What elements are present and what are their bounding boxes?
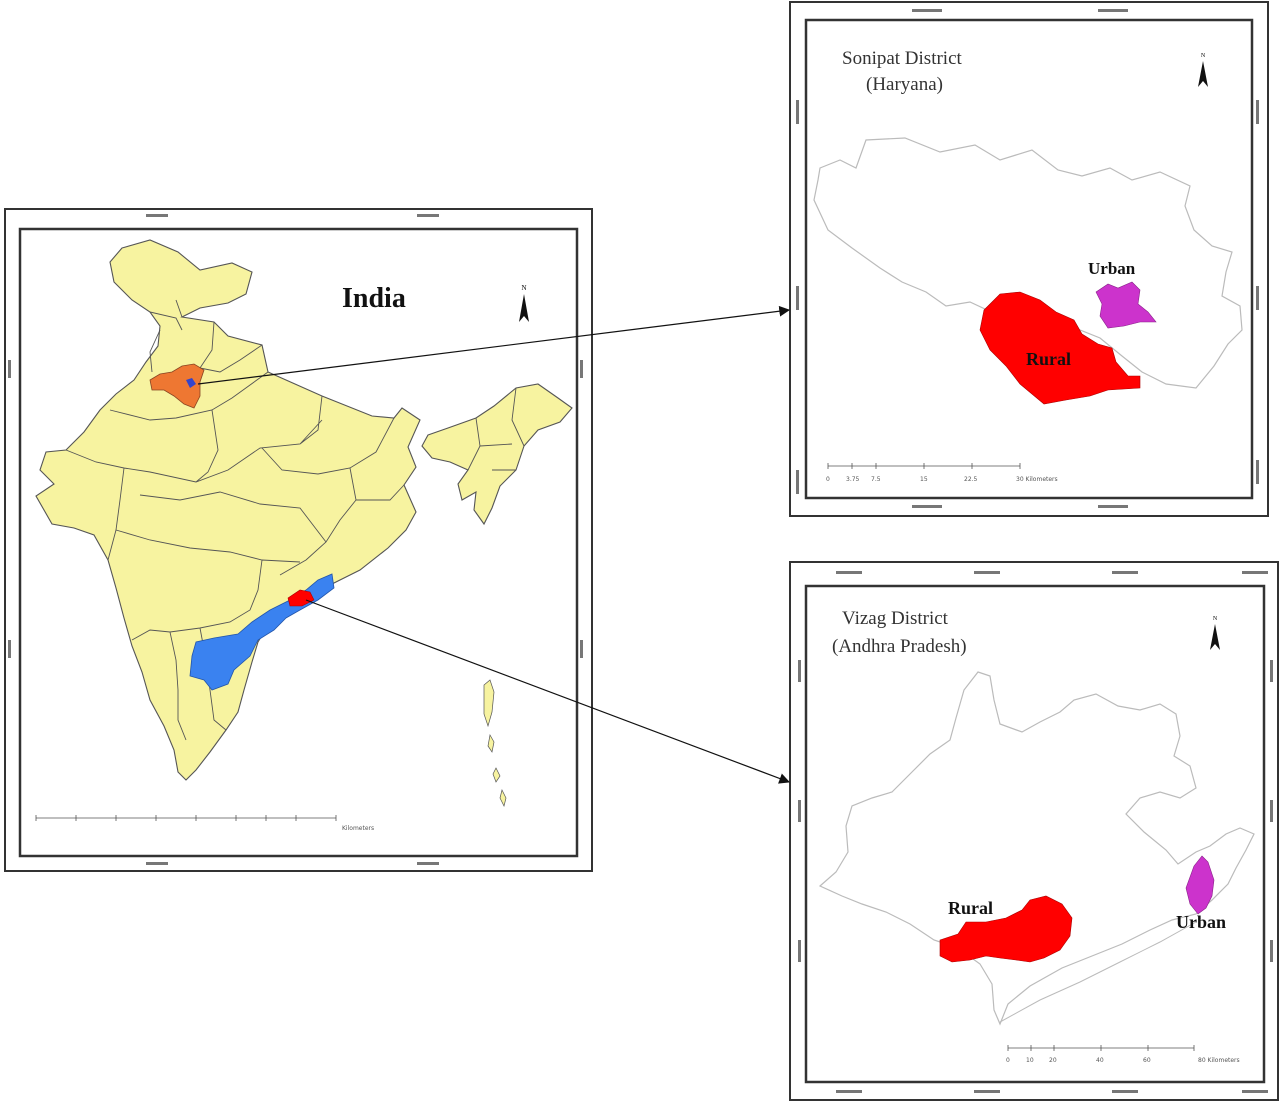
vizag-highlight bbox=[287, 589, 315, 607]
svg-text:60: 60 bbox=[1143, 1057, 1151, 1064]
svg-text:15: 15 bbox=[920, 476, 928, 483]
north-arrow-icon: N bbox=[1210, 616, 1220, 650]
sonipat-rural-label: Rural bbox=[1026, 349, 1071, 369]
sonipat-panel-outer-frame bbox=[789, 1, 1269, 517]
vizag-scale-bar: 0 10 20 40 60 80 Kilometers bbox=[1006, 1045, 1240, 1064]
haryana-region bbox=[149, 363, 205, 409]
svg-text:3.75: 3.75 bbox=[846, 476, 860, 483]
andaman-islands bbox=[483, 679, 507, 808]
sonipat-urban-area bbox=[1095, 281, 1157, 329]
vizag-title-line2: (Andhra Pradesh) bbox=[832, 636, 967, 657]
sonipat-panel-inner-frame bbox=[804, 18, 1254, 500]
vizag-panel-inner-frame bbox=[804, 584, 1266, 1084]
india-title: India bbox=[342, 283, 406, 314]
vizag-district-outline bbox=[818, 671, 1255, 1026]
svg-text:N: N bbox=[1201, 53, 1206, 59]
sonipat-scale-bar: 0 3.75 7.5 15 22.5 30 Kilometers bbox=[826, 463, 1058, 483]
vizag-scale-labels: 0 10 20 40 60 80 Kilometers bbox=[1006, 1057, 1240, 1064]
svg-text:10: 10 bbox=[1026, 1057, 1034, 1064]
sonipat-graticule-ticks bbox=[796, 9, 1259, 508]
svg-text:0: 0 bbox=[1006, 1057, 1010, 1064]
india-panel: India N Kilometers bbox=[4, 208, 593, 872]
north-arrow-icon: N bbox=[519, 284, 529, 322]
haryana-to-sonipat-arrow bbox=[197, 305, 791, 385]
sonipat-scale-labels: 0 3.75 7.5 15 22.5 30 Kilometers bbox=[826, 476, 1058, 483]
svg-text:20: 20 bbox=[1049, 1057, 1057, 1064]
vizag-graticule-ticks bbox=[798, 571, 1273, 1093]
svg-text:80 Kilometers: 80 Kilometers bbox=[1198, 1057, 1240, 1064]
sonipat-district-outline bbox=[813, 137, 1243, 389]
vizag-coastline-detail bbox=[999, 921, 1197, 1023]
india-land bbox=[35, 239, 421, 781]
vizag-to-vizag-panel-arrow bbox=[305, 599, 791, 784]
vizag-panel-outer-frame bbox=[789, 561, 1279, 1101]
india-state-borders bbox=[65, 299, 405, 741]
vizag-title-line1: Vizag District bbox=[842, 608, 949, 629]
sonipat-rural-area bbox=[979, 291, 1141, 405]
vizag-panel: Vizag District (Andhra Pradesh) N Urban … bbox=[789, 561, 1279, 1101]
northeast-state-borders bbox=[467, 387, 525, 471]
sonipat-panel: Sonipat District (Haryana) N Urban Rural… bbox=[789, 1, 1269, 517]
svg-text:30 Kilometers: 30 Kilometers bbox=[1016, 476, 1058, 483]
vizag-urban-area bbox=[1185, 855, 1215, 915]
india-scale-bar: Kilometers bbox=[35, 815, 374, 832]
svg-text:22.5: 22.5 bbox=[964, 476, 978, 483]
sonipat-urban-label: Urban bbox=[1088, 259, 1136, 278]
vizag-urban-label: Urban bbox=[1176, 912, 1226, 932]
india-graticule-ticks bbox=[8, 214, 583, 865]
svg-text:0: 0 bbox=[826, 476, 830, 483]
vizag-rural-label: Rural bbox=[948, 898, 993, 918]
sonipat-title-line1: Sonipat District bbox=[842, 48, 963, 69]
northeast-region bbox=[421, 383, 573, 526]
svg-text:40: 40 bbox=[1096, 1057, 1104, 1064]
india-panel-inner-frame bbox=[18, 227, 579, 858]
india-scale-unit: Kilometers bbox=[342, 825, 374, 832]
svg-text:N: N bbox=[521, 284, 526, 292]
svg-text:7.5: 7.5 bbox=[871, 476, 881, 483]
svg-text:N: N bbox=[1213, 616, 1218, 622]
north-arrow-icon: N bbox=[1198, 53, 1208, 87]
vizag-rural-area bbox=[939, 895, 1073, 963]
sonipat-title-line2: (Haryana) bbox=[866, 74, 943, 95]
sonipat-highlight bbox=[186, 378, 196, 388]
